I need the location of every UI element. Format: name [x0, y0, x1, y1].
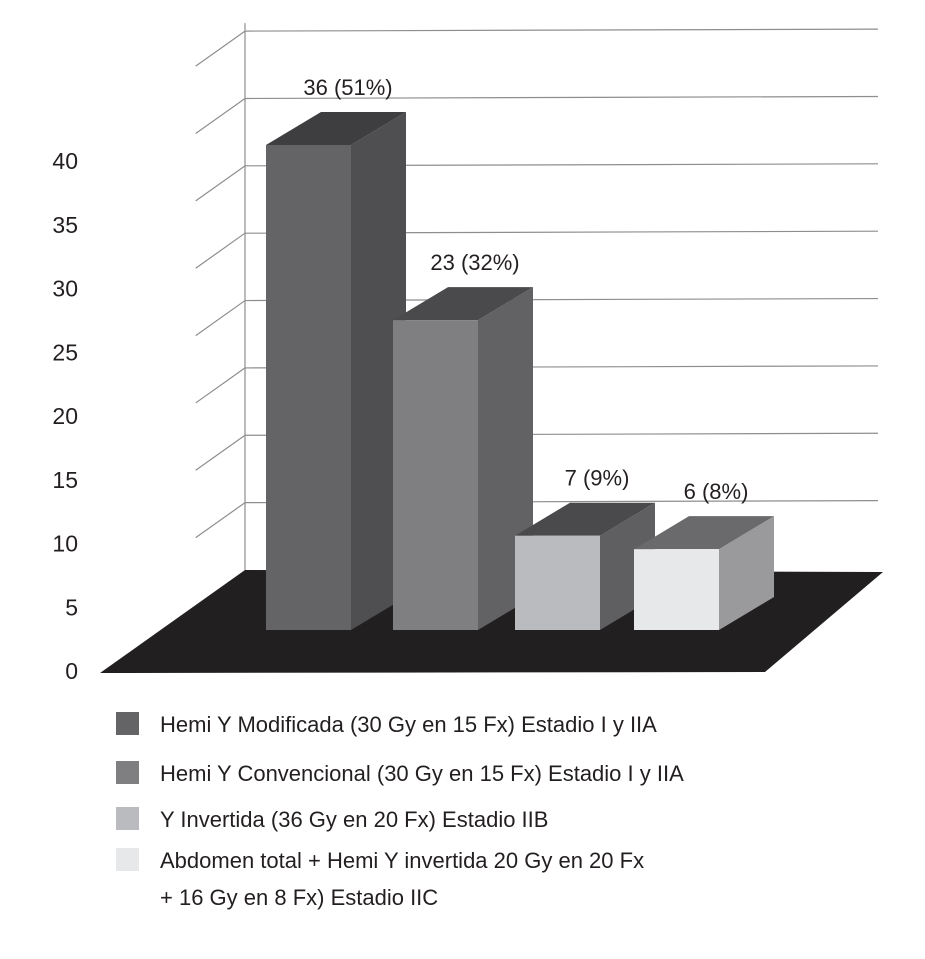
gridline-side: [195, 367, 246, 404]
y-tick-label: 0: [65, 658, 78, 684]
y-axis: 0 5 10 15 20 25 30 35 40: [52, 148, 78, 684]
gridline-side: [195, 300, 246, 337]
y-tick-label: 30: [52, 276, 78, 302]
y-tick-label: 10: [52, 531, 78, 557]
gridline-back: [244, 95, 879, 100]
bar-group: 6 (8%): [634, 479, 774, 630]
bar-side: [719, 516, 774, 630]
bar-top: [515, 502, 655, 536]
bar: [634, 549, 719, 630]
legend-swatch: [116, 807, 139, 830]
legend-item: Hemi Y Modificada (30 Gy en 15 Fx) Estad…: [116, 712, 657, 737]
y-tick-label: 40: [52, 148, 78, 174]
data-label: 23 (32%): [430, 250, 519, 275]
data-label: 36 (51%): [303, 75, 392, 100]
bar-side: [351, 112, 406, 630]
bar-group: 7 (9%): [515, 466, 655, 630]
legend: Hemi Y Modificada (30 Gy en 15 Fx) Estad…: [116, 712, 684, 910]
data-label: 6 (8%): [684, 479, 749, 504]
bar: [515, 535, 600, 630]
bar-top: [393, 287, 533, 321]
legend-label: + 16 Gy en 8 Fx) Estadio IIC: [160, 885, 438, 910]
y-tick-label: 15: [52, 467, 78, 493]
gridline-side: [195, 502, 246, 539]
y-tick-label: 25: [52, 339, 78, 365]
legend-swatch: [116, 848, 139, 871]
y-tick-label: 20: [52, 403, 78, 429]
legend-label: Abdomen total + Hemi Y invertida 20 Gy e…: [160, 848, 644, 873]
y-tick-label: 35: [52, 212, 78, 238]
legend-item: Abdomen total + Hemi Y invertida 20 Gy e…: [116, 848, 644, 910]
y-tick-label: 5: [65, 594, 78, 620]
bar: [266, 145, 351, 630]
gridline-side: [195, 165, 246, 202]
gridline-side: [195, 30, 246, 67]
gridline-side: [195, 434, 246, 471]
legend-swatch: [116, 712, 139, 735]
gridline-side: [195, 232, 246, 269]
bar: [393, 320, 478, 630]
legend-label: Hemi Y Convencional (30 Gy en 15 Fx) Est…: [160, 761, 684, 786]
bar-group: 23 (32%): [393, 250, 533, 630]
bars: 36 (51%) 23 (32%) 7 (9%) 6 (8%): [266, 75, 774, 630]
gridline-side: [195, 97, 246, 134]
bar-top: [266, 112, 406, 145]
data-label: 7 (9%): [565, 466, 630, 491]
legend-item: Y Invertida (36 Gy en 20 Fx) Estadio IIB: [116, 807, 548, 832]
legend-label: Y Invertida (36 Gy en 20 Fx) Estadio IIB: [160, 807, 548, 832]
legend-label: Hemi Y Modificada (30 Gy en 15 Fx) Estad…: [160, 712, 657, 737]
legend-swatch: [116, 761, 139, 784]
bar-top: [634, 516, 774, 550]
legend-item: Hemi Y Convencional (30 Gy en 15 Fx) Est…: [116, 761, 684, 786]
gridline-back: [244, 28, 879, 32]
bar-group: 36 (51%): [266, 75, 406, 630]
